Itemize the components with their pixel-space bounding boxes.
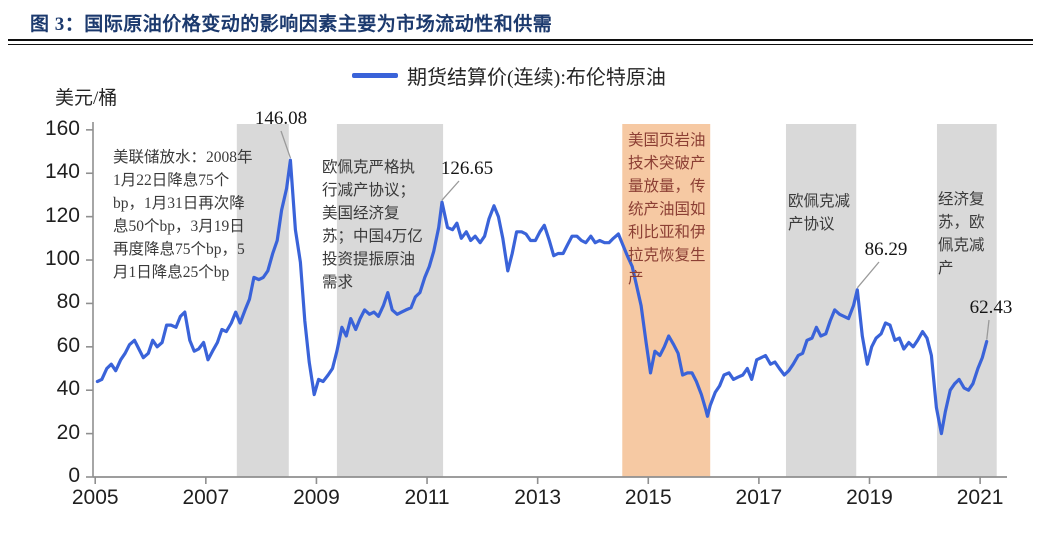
- callout-leader-line: [986, 319, 990, 340]
- x-tick-label: 2013: [514, 486, 562, 509]
- x-tick-label: 2009: [293, 486, 340, 509]
- y-tick-label: 40: [56, 377, 80, 401]
- y-tick-label: 120: [44, 203, 80, 227]
- annotation-opec-cuts-2009: 欧佩克严格执行减产协议；美国经济复苏；中国4万亿投资提振原油需求: [322, 159, 423, 291]
- y-tick-label: 100: [44, 247, 80, 271]
- legend-label: 期货结算价(连续):布伦特原油: [407, 67, 666, 89]
- event-shaded-band: [236, 124, 289, 477]
- brent-price-line: [95, 158, 989, 436]
- x-tick-label: 2015: [624, 486, 672, 509]
- event-shaded-band: [936, 124, 997, 477]
- y-tick-label: 0: [68, 464, 80, 487]
- y-tick-label: 140: [44, 160, 80, 184]
- annotation-recovery-2020: 经济复苏，欧佩克减产: [938, 191, 985, 277]
- x-tick-label: 2007: [182, 486, 230, 509]
- y-axis-unit-label: 美元/桶: [55, 88, 118, 109]
- x-tick-label: 2011: [404, 486, 450, 509]
- callout-leader-line: [856, 261, 880, 289]
- y-tick-label: 160: [44, 116, 80, 140]
- point-label-2008-peak: 146.08: [254, 108, 308, 129]
- event-shaded-band: [785, 124, 857, 477]
- chart-legend: 期货结算价(连续):布伦特原油: [352, 61, 666, 90]
- x-tick-label: 2021: [956, 486, 1004, 509]
- y-tick-label: 60: [56, 333, 80, 357]
- point-label-2021-end: 62.43: [969, 297, 1013, 318]
- point-label-2011-peak: 126.65: [440, 158, 494, 179]
- event-shaded-band: [622, 124, 711, 477]
- y-tick-label: 80: [56, 290, 80, 314]
- y-tick-label: 20: [56, 420, 80, 444]
- figure-title: 图 3：国际原油价格变动的影响因素主要为市场流动性和供需: [30, 14, 553, 35]
- point-label-2018-peak: 86.29: [864, 239, 908, 260]
- title-divider: [8, 39, 1033, 45]
- annotation-us-shale: 美国页岩油技术突破产量放量，传统产油国如利比亚和伊拉克恢复生产: [628, 132, 706, 287]
- callout-leader-line: [441, 180, 460, 201]
- annotation-fed-easing: 美联储放水：2008年1月22日降息75个bp，1月31日再次降息50个bp，3…: [113, 149, 253, 281]
- x-tick-label: 2019: [846, 486, 893, 509]
- legend-line-swatch: [352, 73, 398, 78]
- x-tick-label: 2017: [735, 486, 783, 509]
- x-tick-label: 2005: [71, 486, 119, 509]
- annotation-opec-agreement-2017: 欧佩克减产协议: [788, 193, 851, 233]
- callout-leader-line: [280, 130, 292, 159]
